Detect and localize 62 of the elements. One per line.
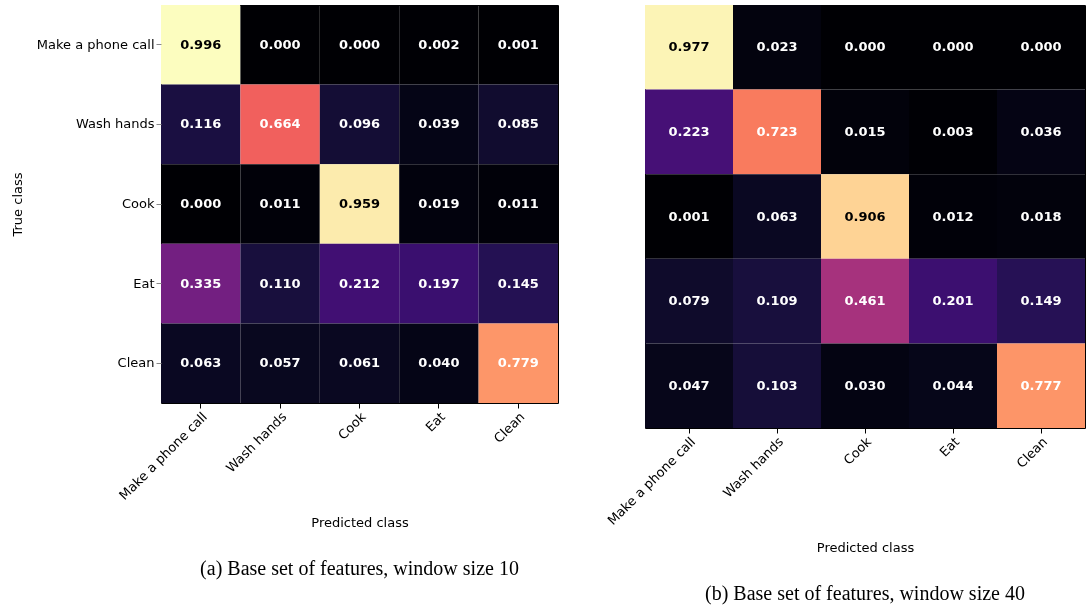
data-label: 0.723 xyxy=(756,123,798,139)
y-tick-label: Wash hands xyxy=(75,116,155,132)
data-label: 0.109 xyxy=(756,293,798,309)
data-label: 0.000 xyxy=(180,196,222,211)
data-label: 0.039 xyxy=(418,116,460,132)
data-label: 0.000 xyxy=(1020,39,1062,55)
data-label: 0.779 xyxy=(497,355,539,371)
x-axis-title: Predicted class xyxy=(816,539,915,555)
data-label: 0.001 xyxy=(668,208,710,224)
data-label: 0.063 xyxy=(180,355,222,371)
data-label: 0.002 xyxy=(418,36,460,52)
x-axis-title: Predicted class xyxy=(311,514,409,530)
data-label: 0.018 xyxy=(1020,208,1062,224)
data-label: 0.000 xyxy=(259,36,301,52)
data-label: 0.103 xyxy=(756,377,798,393)
data-label: 0.012 xyxy=(932,208,974,224)
data-label: 0.030 xyxy=(844,377,886,393)
data-label: 0.057 xyxy=(259,355,301,371)
text: (a) Base set of features, window size 10 xyxy=(200,557,519,581)
x-tick-label: Eat xyxy=(422,409,449,435)
data-label: 0.664 xyxy=(259,116,301,132)
data-label: 0.036 xyxy=(1020,123,1062,139)
data-label: 0.000 xyxy=(338,36,381,52)
data-label: 0.061 xyxy=(338,355,381,371)
data-label: 0.000 xyxy=(844,39,886,55)
data-label: 0.212 xyxy=(338,275,381,291)
data-label: 0.906 xyxy=(844,208,886,224)
x-tick-label: Eat xyxy=(936,434,963,460)
data-label: 0.197 xyxy=(418,275,460,291)
data-label: 0.044 xyxy=(932,377,974,393)
data-label: 0.047 xyxy=(668,377,710,393)
data-label: 0.959 xyxy=(338,196,381,211)
y-tick-label: Clean xyxy=(117,355,155,371)
data-label: 0.003 xyxy=(932,123,974,139)
data-label: 0.461 xyxy=(844,293,886,309)
data-label: 0.777 xyxy=(1020,377,1062,393)
data-label: 0.977 xyxy=(668,39,710,55)
data-label: 0.023 xyxy=(756,39,798,55)
data-label: 0.096 xyxy=(338,116,381,132)
data-label: 0.085 xyxy=(497,116,539,132)
data-label: 0.201 xyxy=(932,293,974,309)
data-label: 0.000 xyxy=(932,39,974,55)
data-label: 0.996 xyxy=(180,36,222,52)
y-tick-label: Cook xyxy=(121,196,155,211)
data-label: 0.335 xyxy=(180,275,222,291)
data-label: 0.110 xyxy=(259,275,301,291)
data-label: 0.001 xyxy=(497,36,539,52)
data-label: 0.223 xyxy=(668,123,710,139)
data-label: 0.116 xyxy=(180,116,222,132)
y-tick-label: Eat xyxy=(133,275,155,291)
data-label: 0.019 xyxy=(418,196,460,211)
data-label: 0.079 xyxy=(668,293,710,309)
data-label: 0.063 xyxy=(756,208,798,224)
data-label: 0.145 xyxy=(497,275,539,291)
text: (b) Base set of features, window size 40 xyxy=(705,582,1025,606)
data-label: 0.011 xyxy=(497,196,539,211)
y-axis-title: True class xyxy=(9,172,25,238)
data-label: 0.149 xyxy=(1020,293,1062,309)
data-label: 0.015 xyxy=(844,123,886,139)
data-label: 0.011 xyxy=(259,196,301,211)
y-tick-label: Make a phone call xyxy=(36,36,155,52)
data-label: 0.040 xyxy=(418,355,460,371)
